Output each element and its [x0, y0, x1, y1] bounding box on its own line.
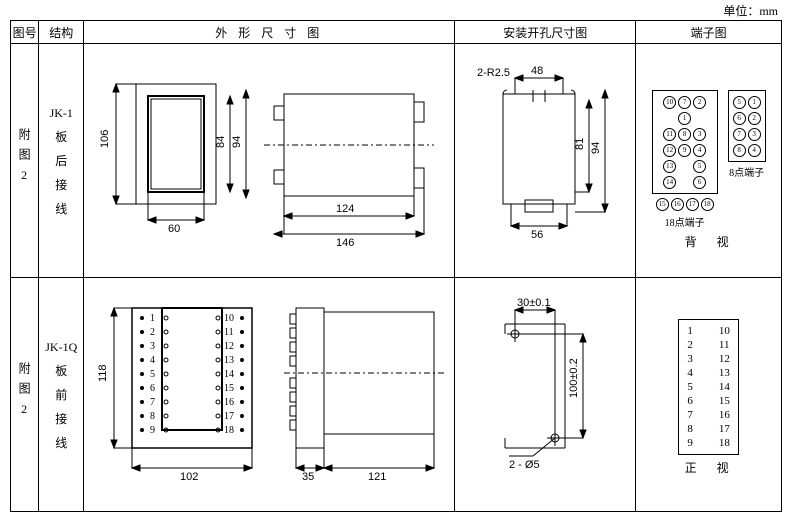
- svg-text:3: 3: [150, 341, 155, 352]
- svg-text:118: 118: [97, 365, 109, 383]
- svg-text:84: 84: [215, 136, 227, 148]
- r2-fignum: 附图2: [11, 278, 39, 512]
- r2-outline-cell: 118 102 35 121 123456789 101112131415161…: [84, 278, 455, 512]
- r1-struct: JK-1 板 后 接 线: [39, 44, 84, 278]
- r2-outline-svg: 118 102 35 121 123456789 101112131415161…: [84, 278, 454, 506]
- svg-text:14: 14: [224, 369, 234, 380]
- svg-text:15: 15: [224, 383, 234, 394]
- svg-text:30±0.1: 30±0.1: [517, 297, 551, 309]
- svg-text:11: 11: [224, 327, 234, 338]
- r1-outline-svg: 106 84 94 60 124 146: [84, 44, 454, 272]
- svg-text:146: 146: [336, 237, 354, 249]
- r1-fignum: 附图2: [11, 44, 39, 278]
- svg-text:106: 106: [99, 130, 111, 148]
- svg-text:2 - Ø5: 2 - Ø5: [509, 459, 540, 471]
- svg-text:18: 18: [224, 425, 234, 436]
- r1-mount-cell: 2-R2.5 48 81 94 56: [455, 44, 636, 278]
- svg-text:121: 121: [368, 471, 386, 483]
- svg-text:6: 6: [150, 383, 155, 394]
- svg-text:12: 12: [224, 341, 234, 352]
- svg-text:10: 10: [224, 313, 234, 324]
- svg-text:48: 48: [531, 65, 543, 77]
- svg-text:102: 102: [180, 471, 198, 483]
- svg-text:94: 94: [231, 136, 243, 148]
- svg-text:13: 13: [224, 355, 234, 366]
- r2-mount-svg: 30±0.1 100±0.2 2 - Ø5: [455, 278, 635, 506]
- r2-term-cell: 110211312413514615716817918 正 视: [636, 278, 782, 512]
- svg-text:2-R2.5: 2-R2.5: [477, 67, 510, 79]
- r2-mount-cell: 30±0.1 100±0.2 2 - Ø5: [455, 278, 636, 512]
- svg-text:4: 4: [150, 355, 155, 366]
- svg-text:124: 124: [336, 203, 354, 215]
- svg-text:8: 8: [150, 411, 155, 422]
- svg-text:7: 7: [150, 397, 155, 408]
- svg-text:17: 17: [224, 411, 234, 422]
- svg-text:94: 94: [590, 142, 602, 154]
- term18-block: 10721 1183 1294 13.5 14.6 15161718 18点端子: [652, 90, 718, 229]
- r2-model: JK-1Q: [39, 335, 83, 359]
- svg-text:56: 56: [531, 229, 543, 241]
- r2-term-view: 正 视: [636, 459, 781, 476]
- svg-text:35: 35: [302, 471, 314, 483]
- hdr-mount: 安装开孔尺寸图: [455, 21, 636, 44]
- svg-text:60: 60: [168, 223, 180, 235]
- hdr-outline: 外 形 尺 寸 图: [84, 21, 455, 44]
- svg-text:9: 9: [150, 425, 155, 436]
- svg-text:16: 16: [224, 397, 234, 408]
- svg-text:81: 81: [574, 138, 586, 150]
- hdr-fignum: 图号: [11, 21, 39, 44]
- hdr-struct: 结构: [39, 21, 84, 44]
- r2-struct: JK-1Q 板 前 接 线: [39, 278, 84, 512]
- svg-text:5: 5: [150, 369, 155, 380]
- r1-model: JK-1: [39, 101, 83, 125]
- unit-label: 单位：mm: [723, 2, 778, 19]
- svg-text:2: 2: [150, 327, 155, 338]
- spec-table: 图号 结构 外 形 尺 寸 图 安装开孔尺寸图 端子图 附图2 JK-1 板 后…: [10, 20, 782, 512]
- svg-text:100±0.2: 100±0.2: [568, 358, 580, 398]
- r1-outline-cell: 106 84 94 60 124 146: [84, 44, 455, 278]
- r1-term-cell: 10721 1183 1294 13.5 14.6 15161718 18点端子…: [636, 44, 782, 278]
- svg-text:1: 1: [150, 313, 155, 324]
- r1-mount-svg: 2-R2.5 48 81 94 56: [455, 44, 635, 272]
- r1-term-view: 背 视: [636, 233, 781, 250]
- r2-term-table: 110211312413514615716817918: [678, 319, 739, 455]
- term8-block: 51 62 73 84 8点端子: [728, 90, 766, 179]
- hdr-term: 端子图: [636, 21, 782, 44]
